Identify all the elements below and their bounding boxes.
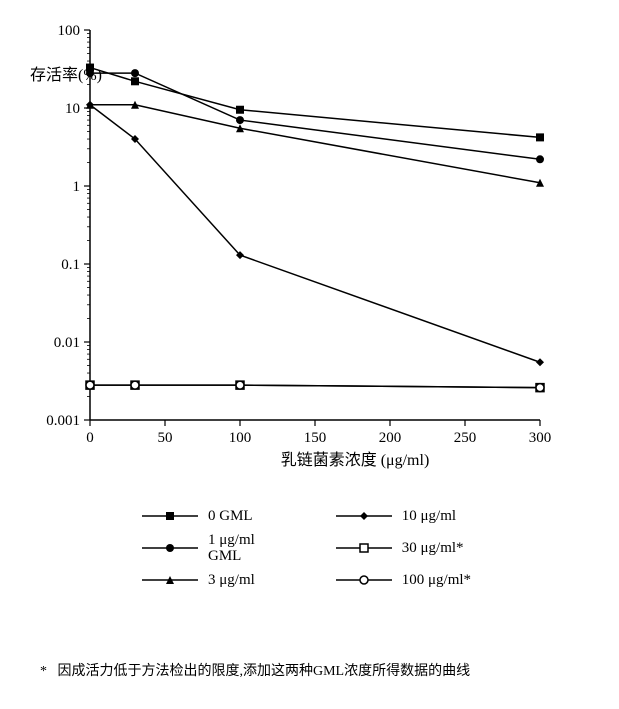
legend-label-s3: 3 μg/ml	[208, 572, 255, 589]
svg-text:100: 100	[229, 430, 252, 446]
chart: 0 50 100 150 200 250 300 乳链菌素浓度 (μg/ml) 0.001 0.0…	[0, 0, 619, 480]
legend-item-s3: 3 μg/ml	[140, 564, 330, 596]
series-s100	[86, 381, 544, 392]
svg-text:250: 250	[454, 430, 477, 446]
svg-text:200: 200	[379, 430, 402, 446]
legend-label-s30: 30 μg/ml*	[402, 540, 464, 557]
legend-item-s30: 30 μg/ml*	[334, 532, 524, 564]
legend-swatch-s3	[140, 570, 200, 590]
legend-swatch-s100	[334, 570, 394, 590]
page: 0 50 100 150 200 250 300 乳链菌素浓度 (μg/ml) 0.001 0.0…	[0, 0, 619, 709]
svg-text:10: 10	[65, 101, 80, 117]
footnote: * 因成活力低于方法检出的限度,添加这两种GML浓度所得数据的曲线	[40, 660, 470, 680]
svg-text:乳链菌素浓度 (μg/ml): 乳链菌素浓度 (μg/ml)	[281, 451, 430, 469]
legend-item-s1: 1 μg/ml GML	[140, 532, 330, 564]
legend-label-s0: 0 GML	[208, 508, 253, 525]
legend: 0 GML 1 μg/ml GML 3 μg/ml 10 μg/ml 30 μg/ml…	[140, 500, 540, 596]
svg-text:50: 50	[158, 430, 173, 446]
legend-swatch-s30	[334, 538, 394, 558]
footnote-text: 因成活力低于方法检出的限度,添加这两种GML浓度所得数据的曲线	[58, 664, 471, 679]
svg-text:0.01: 0.01	[54, 335, 80, 351]
series-s3	[86, 101, 544, 187]
legend-label-s1: 1 μg/ml GML	[208, 532, 255, 565]
legend-item-s100: 100 μg/ml*	[334, 564, 524, 596]
footnote-marker: *	[40, 664, 47, 679]
svg-text:0.001: 0.001	[46, 413, 80, 429]
legend-item-s10: 10 μg/ml	[334, 500, 524, 532]
svg-text:150: 150	[304, 430, 327, 446]
svg-text:0: 0	[86, 430, 94, 446]
legend-label-s100: 100 μg/ml*	[402, 572, 471, 589]
legend-swatch-s0	[140, 506, 200, 526]
svg-text:1: 1	[73, 179, 81, 195]
legend-label-s10: 10 μg/ml	[402, 508, 456, 525]
svg-text:100: 100	[58, 23, 81, 39]
legend-swatch-s1	[140, 538, 200, 558]
series-s10	[86, 101, 544, 366]
legend-swatch-s10	[334, 506, 394, 526]
svg-text:0.1: 0.1	[61, 257, 80, 273]
legend-item-s0: 0 GML	[140, 500, 330, 532]
svg-text:300: 300	[529, 430, 552, 446]
